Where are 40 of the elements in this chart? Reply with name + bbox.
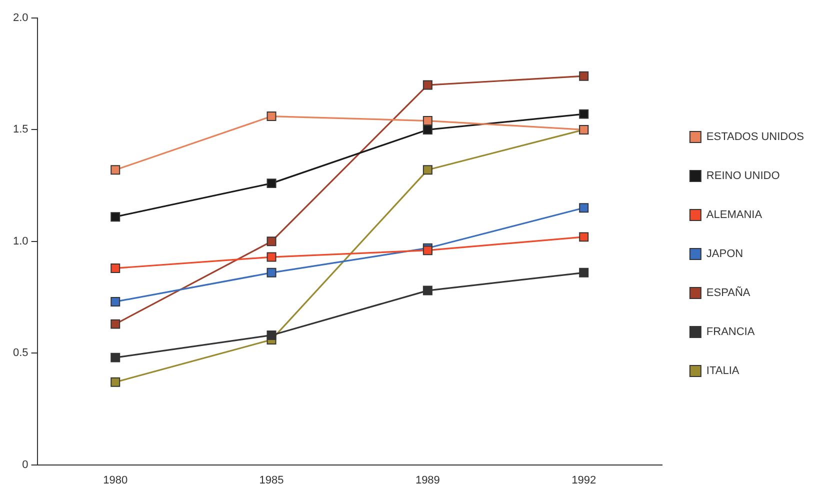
legend-label: ESTADOS UNIDOS xyxy=(706,131,804,144)
point xyxy=(422,124,432,134)
x-tick-label: 1989 xyxy=(415,474,440,486)
point xyxy=(579,268,589,278)
x-tick-label: 1980 xyxy=(103,474,128,486)
point xyxy=(110,263,120,273)
point xyxy=(422,246,432,256)
point xyxy=(579,109,589,119)
legend-label: ITALIA xyxy=(706,365,740,378)
point xyxy=(422,286,432,296)
legend-label: FRANCIA xyxy=(706,326,756,338)
legend-label: ALEMANIA xyxy=(706,209,763,222)
point xyxy=(110,212,120,222)
x-tick-label: 1985 xyxy=(259,474,284,486)
point xyxy=(266,330,276,340)
point xyxy=(579,203,589,213)
point xyxy=(110,165,120,175)
point xyxy=(110,352,120,362)
point xyxy=(266,252,276,262)
point xyxy=(422,116,432,126)
point xyxy=(579,71,589,81)
point xyxy=(266,236,276,246)
x-tick-label: 1992 xyxy=(572,474,596,486)
y-tick-label: 2.0 xyxy=(12,12,28,24)
y-tick-label: 1.5 xyxy=(12,124,28,136)
point xyxy=(110,296,120,306)
legend-label: JAPON xyxy=(706,248,744,260)
point xyxy=(579,232,589,242)
point xyxy=(110,377,120,387)
point xyxy=(422,165,432,175)
point xyxy=(266,178,276,188)
point xyxy=(422,80,432,90)
y-tick-label: 1.0 xyxy=(12,235,28,248)
y-tick-label: 0.5 xyxy=(12,347,28,360)
point xyxy=(110,319,120,329)
y-tick-label: 0 xyxy=(22,458,28,471)
point xyxy=(266,112,276,122)
legend-label: REINO UNIDO xyxy=(706,170,780,182)
legend-label: ESPAÑA xyxy=(706,286,751,300)
point xyxy=(266,268,276,278)
